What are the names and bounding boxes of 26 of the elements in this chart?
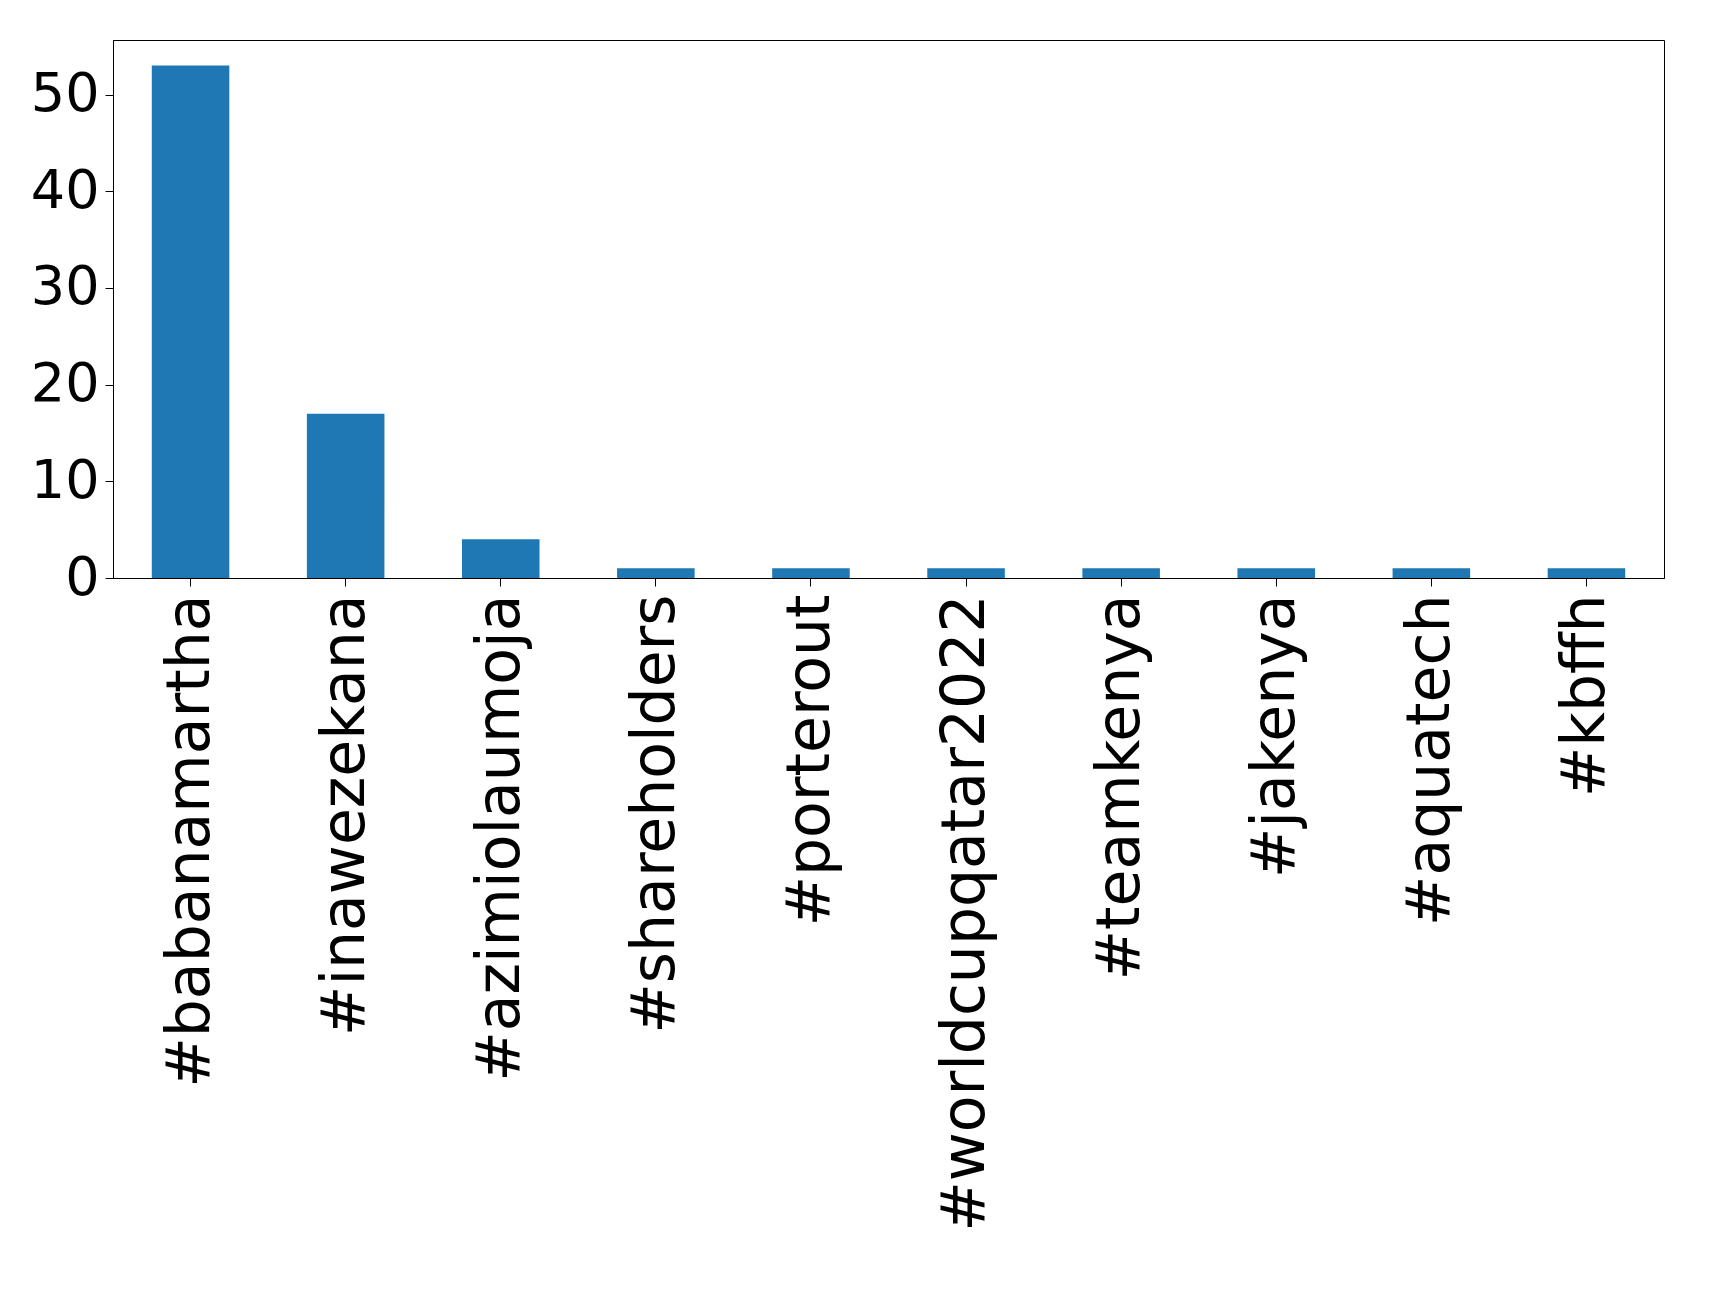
y-tick-label: 10 — [30, 447, 100, 511]
bar — [927, 568, 1005, 578]
bar — [306, 413, 385, 578]
x-tick-label: #inawezekana — [307, 594, 378, 1036]
x-tick-label: #teamkenya — [1083, 594, 1154, 981]
x-tick-label: #porterout — [772, 594, 843, 927]
bar — [151, 65, 230, 578]
x-tick-label: #azimiolaumoja — [462, 594, 533, 1082]
x-tick-label: #babanamartha — [152, 594, 223, 1088]
x-tick-label: #aquatech — [1393, 594, 1464, 926]
bar — [1082, 568, 1160, 578]
bar — [1392, 568, 1471, 578]
bar — [461, 539, 540, 578]
bar — [1237, 568, 1316, 578]
bar — [772, 568, 850, 578]
y-tick-label: 50 — [30, 61, 100, 125]
y-tick-label: 20 — [30, 351, 100, 415]
x-tick-label: #kbffh — [1548, 594, 1619, 797]
x-tick-label: #worldcupqatar2022 — [928, 594, 999, 1232]
y-tick-label: 40 — [30, 157, 100, 221]
y-tick-label: 0 — [65, 544, 100, 608]
bar — [1547, 568, 1626, 578]
x-tick-label: #shareholders — [617, 594, 688, 1034]
bar — [617, 568, 695, 578]
y-tick-label: 30 — [30, 254, 100, 318]
x-tick-label: #jakenya — [1238, 594, 1309, 879]
